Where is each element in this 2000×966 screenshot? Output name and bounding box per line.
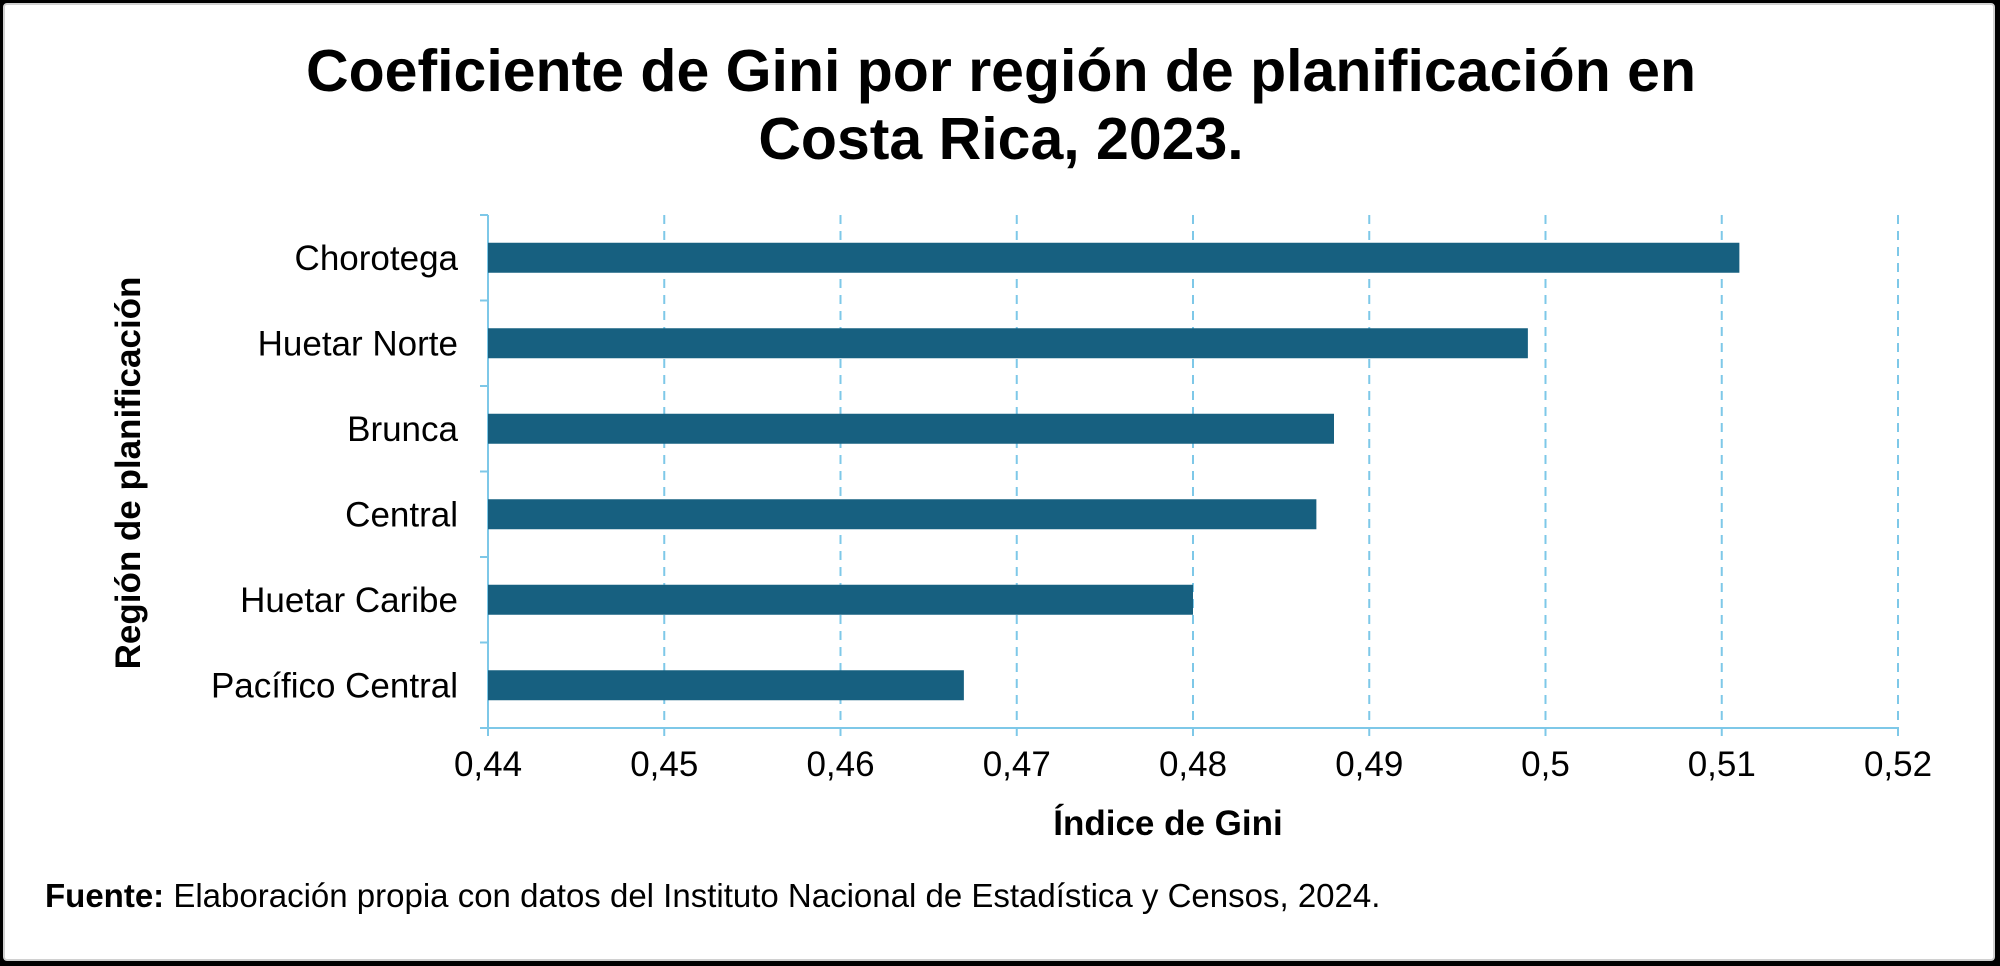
bar — [488, 413, 1334, 444]
bar-chart: Chorotega Huetar Norte Brunca Central Huetar… — [109, 214, 1932, 843]
category-label: Huetar Caribe — [240, 581, 458, 620]
category-label: Brunca — [347, 410, 458, 449]
x-tick-label: 0,48 — [1159, 745, 1227, 784]
source-text: Elaboración propia con datos del Institu… — [164, 877, 1381, 914]
x-tick-label: 0,46 — [806, 745, 874, 784]
x-tick-label: 0,52 — [1864, 745, 1932, 784]
chart-frame: Coeficiente de Gini por región de planif… — [3, 3, 1995, 961]
bar — [488, 242, 1740, 273]
bar — [488, 499, 1317, 530]
bar — [488, 584, 1193, 615]
x-tick-label: 0,47 — [983, 745, 1051, 784]
y-axis-title: Región de planificación — [109, 277, 148, 670]
source-label: Fuente: — [45, 877, 165, 914]
x-tick-label: 0,51 — [1688, 745, 1756, 784]
category-label: Chorotega — [295, 239, 459, 278]
category-label: Huetar Norte — [258, 324, 458, 363]
x-tick-label: 0,44 — [454, 745, 522, 784]
category-labels: Chorotega Huetar Norte Brunca Central Huetar… — [211, 239, 459, 706]
chart-title: Coeficiente de Gini por región de planif… — [5, 37, 1997, 173]
grid-lines — [663, 215, 1899, 728]
category-label: Central — [345, 495, 458, 534]
x-axis-title: Índice de Gini — [1053, 803, 1282, 843]
bar — [488, 328, 1528, 359]
axes — [480, 214, 1899, 736]
x-tick-label: 0,45 — [630, 745, 698, 784]
chart-title-line-2: Costa Rica, 2023. — [758, 106, 1244, 172]
bar — [488, 670, 964, 701]
category-label: Pacífico Central — [211, 666, 458, 705]
x-tick-labels: 0,44 0,45 0,46 0,47 0,48 0,49 0,5 0,51 0,52 — [454, 745, 1932, 784]
source-note: Fuente: Elaboración propia con datos del… — [45, 877, 1380, 915]
chart-title-line-1: Coeficiente de Gini por región de planif… — [306, 38, 1696, 104]
x-tick-label: 0,5 — [1521, 745, 1570, 784]
bars — [488, 242, 1740, 701]
x-tick-label: 0,49 — [1335, 745, 1403, 784]
